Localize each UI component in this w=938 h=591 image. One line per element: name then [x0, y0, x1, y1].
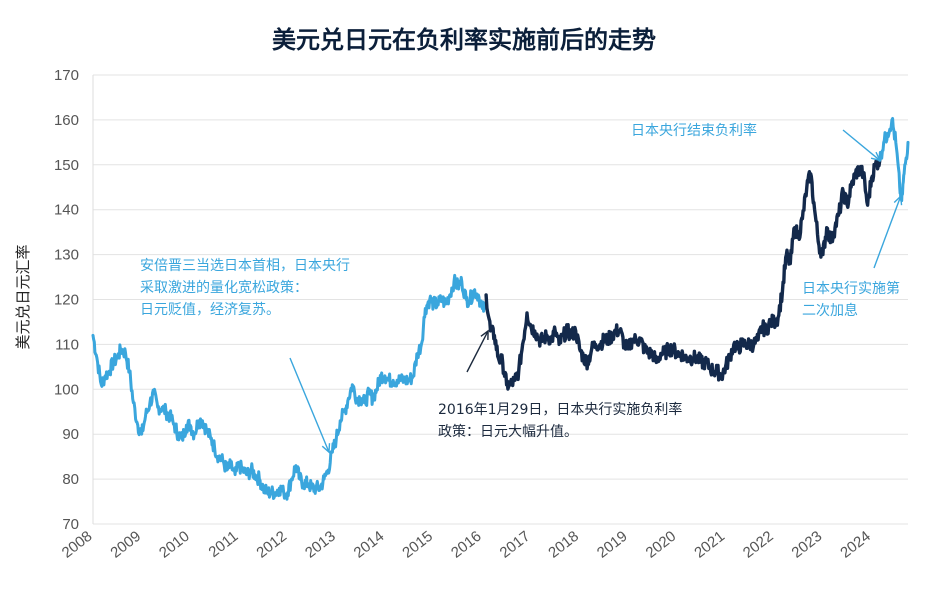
y-tick-label: 170 [54, 67, 79, 84]
annotation-second_hike-line: 二次加息 [802, 302, 858, 319]
x-tick-label: 2023 [789, 528, 826, 562]
annotation-arrow-second_hike [873, 195, 902, 269]
x-tick-label: 2024 [837, 528, 874, 562]
y-tick-label: 150 [54, 157, 79, 174]
chart-title: 美元兑日元在负利率实施前后的走势 [272, 26, 656, 54]
annotation-arrowhead-nirp_end [870, 151, 882, 162]
annotation-nirp_end-line: 日本央行结束负利率 [631, 122, 757, 139]
series-line-before [91, 273, 488, 501]
y-tick-label: 110 [55, 336, 79, 353]
y-tick-label: 120 [54, 292, 79, 309]
annotation-second_hike-line: 日本央行实施第 [802, 280, 900, 297]
annotation-abenomics-line: 安倍晋三当选日本首相，日本央行 [140, 258, 350, 274]
series-lines [91, 117, 910, 501]
x-tick-label: 2022 [740, 528, 777, 562]
annotation-arrowhead-second_hike [893, 194, 903, 206]
x-tick-label: 2014 [351, 528, 388, 562]
x-tick-label: 2011 [206, 528, 242, 561]
x-tick-label: 2018 [545, 528, 582, 562]
y-tick-label: 90 [62, 426, 79, 443]
annotation-arrowhead-nirp_start [480, 329, 489, 340]
x-tick-label: 2021 [691, 528, 728, 562]
grid [92, 74, 908, 525]
y-tick-label: 160 [54, 112, 79, 129]
series-line-after [878, 117, 910, 203]
x-tick-label: 2010 [156, 528, 193, 562]
y-tick-label: 140 [54, 202, 79, 219]
y-tick-label: 80 [62, 471, 79, 488]
x-tick-labels: 2008 2009 2010 2011 2012 2013 2014 2015 2016 2017… [59, 528, 874, 562]
x-tick-label: 2020 [643, 528, 680, 562]
y-tick-label: 100 [54, 381, 79, 398]
x-tick-label: 2015 [399, 528, 436, 562]
x-tick-label: 2019 [594, 528, 631, 562]
series-line-during [484, 158, 882, 391]
x-tick-label: 2013 [302, 528, 339, 562]
y-tick-label: 130 [54, 247, 79, 264]
y-tick-label: 70 [62, 516, 79, 533]
y-axis-label: 美元兑日元汇率 [14, 244, 32, 349]
annotation-abenomics-line: 采取激进的量化宽松政策： [140, 279, 308, 296]
x-tick-label: 2012 [253, 528, 290, 562]
x-tick-label: 2016 [448, 528, 485, 562]
annotation-arrow-nirp_end [842, 129, 881, 161]
x-tick-label: 2009 [107, 528, 144, 562]
annotation-nirp_start-line: 政策：日元大幅升值。 [438, 423, 578, 440]
annotation-nirp_start-line: 2016年1月29日，日本央行实施负利率 [438, 401, 682, 418]
annotation-arrowhead-abenomics [321, 443, 331, 454]
annotation-arrow-abenomics [289, 357, 330, 453]
annotation-arrow-nirp_start [466, 330, 489, 373]
y-tick-labels: 70 80 90 100 110 120 130 140 150 160 170 [54, 67, 79, 533]
x-tick-label: 2017 [497, 528, 534, 562]
annotation-abenomics-line: 日元贬值，经济复苏。 [140, 301, 280, 318]
